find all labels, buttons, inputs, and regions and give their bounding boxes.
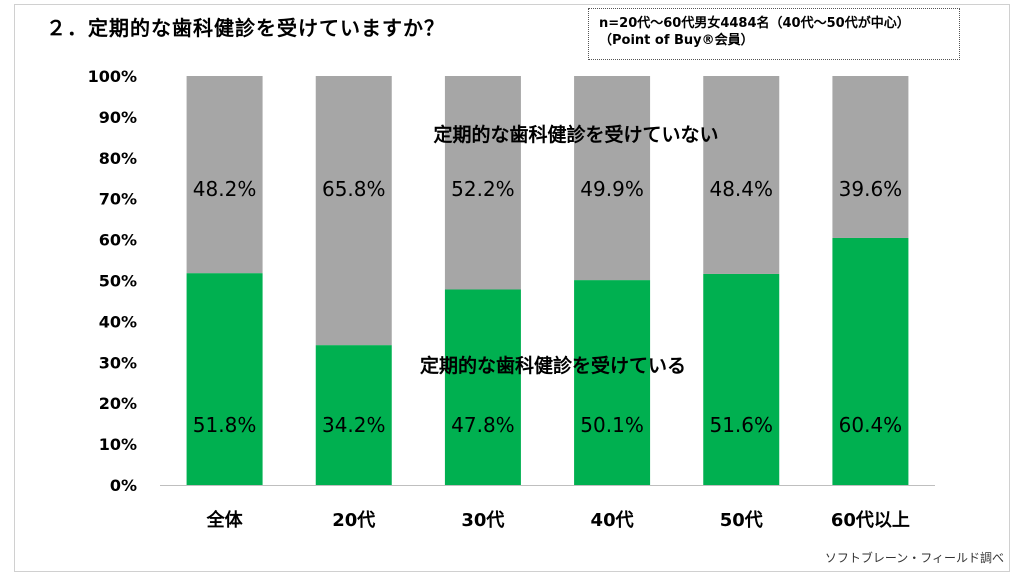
y-tick-label: 40% [99,312,137,331]
x-category-label: 全体 [206,509,244,531]
y-tick-label: 20% [99,394,137,413]
data-label-receive: 51.6% [709,413,773,437]
series-label-not-receive: 定期的な歯科健診を受けていない [433,123,718,146]
y-tick-label: 60% [99,231,137,250]
x-category-label: 40代 [591,510,634,531]
data-label-not-receive: 39.6% [839,177,903,201]
x-category-label: 60代以上 [831,510,910,531]
y-tick-label: 50% [99,272,137,291]
bar-receive [444,289,521,485]
y-tick-label: 10% [99,435,137,454]
data-label-receive: 51.8% [193,413,257,437]
source-note: ソフトブレーン・フィールド調べ [824,551,1004,565]
y-tick-label: 100% [88,67,137,86]
data-label-not-receive: 65.8% [322,177,386,201]
bar-not-receive [315,76,392,346]
x-category-label: 30代 [461,510,504,531]
data-label-not-receive: 48.2% [193,177,257,201]
y-tick-label: 90% [99,108,137,127]
bar-not-receive [574,76,651,281]
x-category-label: 50代 [720,510,763,531]
data-label-receive: 60.4% [839,413,903,437]
bar-receive [186,273,263,485]
data-label-not-receive: 52.2% [451,177,515,201]
sample-note-line2: （Point of Buy®会員） [599,33,754,48]
bar-not-receive [186,76,263,274]
bar-receive [703,273,780,485]
slide-frame [14,4,1010,572]
bar-receive [832,237,909,485]
data-label-receive: 34.2% [322,413,386,437]
data-label-not-receive: 49.9% [580,177,644,201]
page-title: ２．定期的な歯科健診を受けていますか？ [46,16,445,40]
y-tick-label: 70% [99,190,137,209]
bar-not-receive [832,76,909,238]
bar-not-receive [444,76,521,290]
y-tick-label: 0% [110,476,137,495]
data-label-receive: 50.1% [580,413,644,437]
bar-receive [574,280,651,485]
sample-note-line1: n=20代～60代男女4484名（40代～50代が中心） [599,16,910,31]
data-label-receive: 47.8% [451,413,515,437]
x-category-label: 20代 [332,510,375,531]
series-label-receive: 定期的な歯科健診を受けている [420,354,686,377]
y-tick-label: 30% [99,353,137,372]
y-tick-label: 80% [99,149,137,168]
sample-note: n=20代～60代男女4484名（40代～50代が中心） （Point of B… [588,8,960,60]
data-label-not-receive: 48.4% [709,177,773,201]
bar-receive [315,345,392,485]
bar-not-receive [703,76,780,274]
